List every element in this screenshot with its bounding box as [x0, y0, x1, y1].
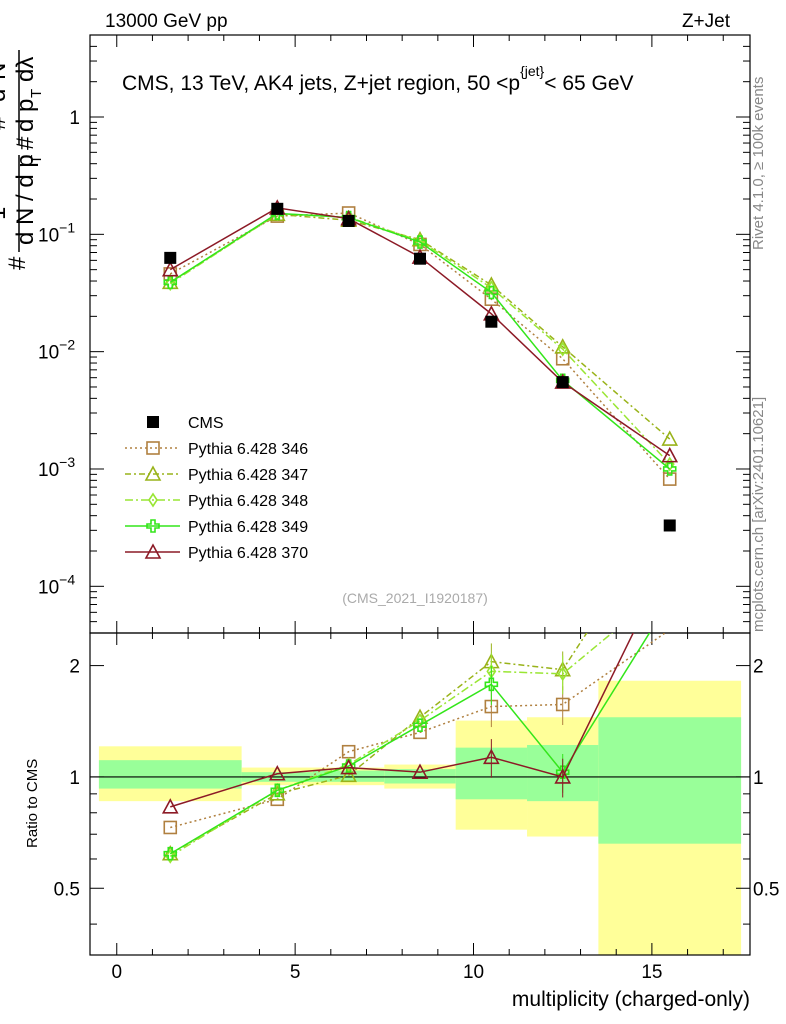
- ratio-point-3: [163, 846, 178, 861]
- legend: CMS Pythia 6.428 346 Pythia 6.428 347 Pythi…: [125, 415, 308, 562]
- rivet-version-label: Rivet 4.1.0, ≥ 100k events: [750, 77, 767, 250]
- data-point: [556, 376, 569, 389]
- ratio-point-3: [555, 765, 570, 779]
- data-point: [271, 202, 284, 215]
- legend-label: Pythia 6.428 347: [188, 467, 308, 484]
- legend-marker: [144, 543, 162, 559]
- svg-text:d N / d p: d N / d p: [12, 154, 39, 245]
- legend-marker: [146, 441, 160, 455]
- series-point-0: [662, 472, 677, 486]
- ratio-y-tick-label: 2: [69, 657, 80, 678]
- x-tick-label: 15: [641, 962, 662, 983]
- ratio-y-tick-label: 1: [69, 768, 80, 789]
- ratio-y-tick-label: 0.5: [753, 879, 779, 900]
- legend-marker-data: [147, 416, 159, 428]
- ratio-point-1: [268, 785, 286, 801]
- ratio-y-tick-label: 0.5: [54, 879, 80, 900]
- series-point-3: [163, 275, 178, 290]
- legend-marker: [144, 465, 162, 481]
- ratio-band-inner: [598, 717, 742, 844]
- series-point-3: [413, 235, 427, 249]
- y-tick-label: 10−4: [38, 571, 75, 598]
- data-point: [164, 251, 177, 264]
- ratio-plot-panel: 0 5 10 15 0.5 0.5 1 1 2 2: [54, 632, 779, 983]
- ratio-point-4: [161, 798, 179, 814]
- data-point: [414, 252, 426, 265]
- ratio-ylabel: Ratio to CMS: [24, 759, 41, 848]
- ratio-band-inner: [98, 760, 242, 789]
- series-line-2: [169, 212, 671, 465]
- series-point-1: [483, 276, 500, 292]
- main-series-layer: [161, 199, 679, 532]
- ratio-band-inner: [312, 770, 385, 782]
- ratio-y-tick-label: 1: [753, 768, 764, 789]
- ratio-point-1: [340, 766, 357, 783]
- svg-text:T: T: [28, 89, 45, 98]
- ratio-point-4: [411, 763, 429, 779]
- series-point-1: [661, 430, 679, 446]
- legend-label: Pythia 6.428 348: [188, 493, 308, 510]
- ratio-y-tick-label: 2: [753, 657, 764, 678]
- svg-text:1: 1: [0, 207, 11, 220]
- ratio-point-4: [340, 758, 357, 775]
- ratio-band-inner: [384, 769, 456, 784]
- series-line-0: [169, 212, 671, 480]
- legend-marker: [146, 519, 160, 533]
- data-point: [663, 519, 676, 532]
- svg-text:#: #: [12, 136, 39, 150]
- mcplots-label: mcplots.cern.ch [arXiv:2401.10621]: [750, 397, 767, 632]
- series-point-4: [161, 260, 179, 277]
- ratio-series-layer: [161, 633, 667, 864]
- svg-text:#: #: [4, 256, 31, 270]
- svg-text:#: #: [0, 116, 11, 130]
- y-tick-label: 1: [69, 108, 80, 129]
- data-point: [485, 315, 498, 328]
- series-point-3: [484, 285, 499, 300]
- svg-text:T: T: [28, 155, 45, 164]
- x-tick-label: 10: [463, 962, 484, 983]
- series-point-4: [661, 446, 679, 463]
- header-energy-label: 13000 GeV pp: [105, 11, 228, 32]
- legend-label: Pythia 6.428 349: [188, 519, 308, 536]
- svg-text:d: d: [0, 89, 11, 102]
- ratio-point-1: [411, 708, 429, 725]
- legend-label: Pythia 6.428 370: [188, 545, 308, 562]
- series-point-2: [557, 341, 568, 357]
- data-point: [342, 214, 355, 227]
- x-axis-label: multiplicity (charged-only): [512, 988, 750, 1011]
- series-point-2: [165, 276, 176, 292]
- svg-text:d p: d p: [12, 99, 39, 132]
- y-tick-label: 10−3: [38, 454, 75, 481]
- ratio-point-0: [163, 820, 178, 835]
- chart-title: CMS, 13 TeV, AK4 jets, Z+jet region, 50 …: [122, 63, 634, 95]
- x-tick-label: 0: [111, 962, 122, 983]
- x-tick-label: 5: [290, 962, 301, 983]
- ratio-point-3: [484, 677, 499, 692]
- svg-text:dλ: dλ: [12, 57, 39, 82]
- header-process-label: Z+Jet: [682, 11, 731, 32]
- ratio-point-3: [413, 718, 427, 732]
- y-tick-label: 10−2: [38, 337, 75, 364]
- y-tick-label: 10−1: [38, 219, 75, 246]
- svg-text:N: N: [0, 63, 11, 80]
- analysis-watermark: (CMS_2021_I1920187): [342, 590, 488, 606]
- series-point-3: [662, 462, 677, 476]
- ratio-point-4: [268, 765, 286, 781]
- legend-label: Pythia 6.428 346: [188, 441, 308, 458]
- main-plot-panel: 10−4 10−3 10−2 10−1 1: [38, 34, 751, 634]
- ratio-point-2: [165, 848, 176, 864]
- main-frame: [89, 34, 751, 634]
- legend-label-data: CMS: [188, 415, 224, 432]
- legend-marker: [148, 492, 158, 508]
- main-ylabel: # d N / d p T 1 # d p T dλ # d 2 N: [0, 50, 45, 270]
- ratio-point-3: [270, 783, 285, 798]
